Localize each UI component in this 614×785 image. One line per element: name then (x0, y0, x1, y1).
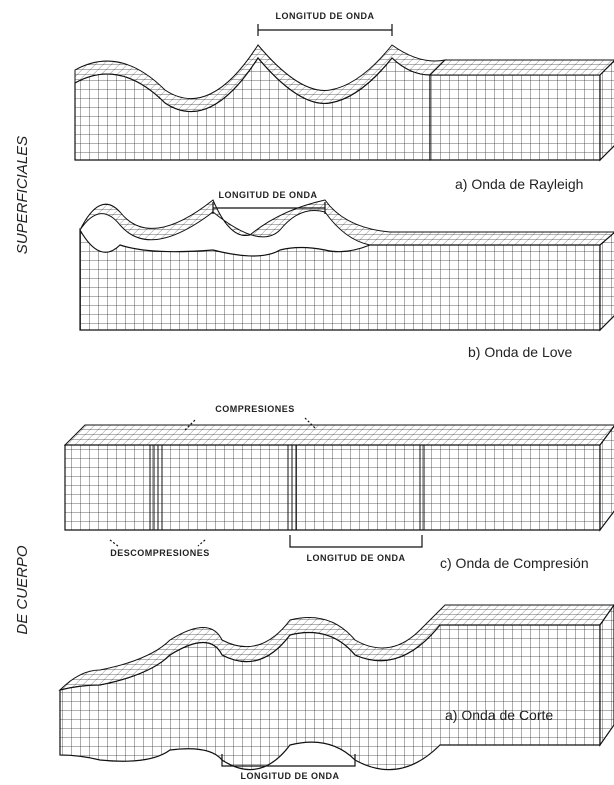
wavelength-bracket (290, 535, 422, 547)
wavelength-bracket (258, 24, 392, 36)
caption: b) Onda de Love (468, 344, 573, 360)
compression-block (65, 425, 614, 530)
wavelength-bracket (213, 202, 325, 214)
shear-block (60, 605, 614, 770)
wavelength-label: LONGITUD DE ONDA (276, 11, 375, 21)
decompressions-label: DESCOMPRESIONES (110, 548, 210, 558)
caption: a) Onda de Corte (445, 707, 553, 723)
wavelength-label: LONGITUD DE ONDA (307, 553, 406, 563)
diagram: SUPERFICIALES DE CUERPO LONGITUD DE ONDA… (0, 0, 614, 785)
caption: c) Onda de Compresión (440, 555, 589, 571)
rayleigh-block (75, 45, 614, 160)
caption: a) Onda de Rayleigh (455, 176, 583, 192)
wavelength-label: LONGITUD DE ONDA (241, 771, 340, 781)
group-label: SUPERFICIALES (14, 136, 31, 254)
group-label: DE CUERPO (14, 545, 31, 635)
wavelength-label: LONGITUD DE ONDA (219, 190, 318, 200)
compressions-label: COMPRESIONES (215, 404, 295, 414)
love-block (80, 200, 614, 330)
